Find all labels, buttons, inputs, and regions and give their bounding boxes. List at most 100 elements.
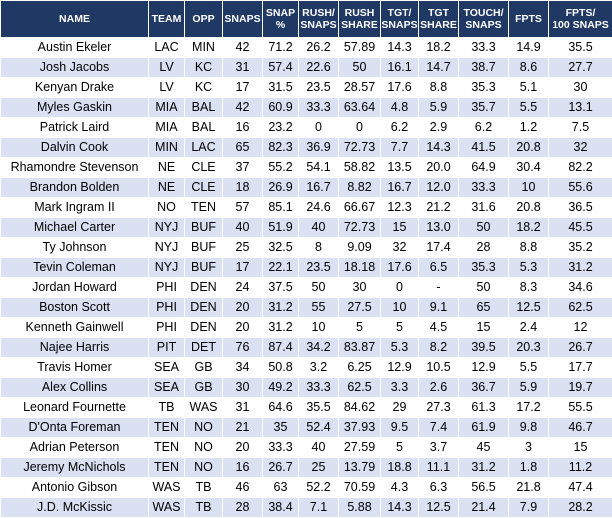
cell-fpts: 5.1 [509,78,549,98]
cell-opp: BAL [185,118,223,138]
cell-team: SEA [149,378,185,398]
cell-snap-pct: 38.4 [263,498,299,518]
column-header-rush-per-snaps: RUSH/SNAPS [299,1,339,38]
cell-opp: DEN [185,318,223,338]
cell-rush-per-snaps: 35.5 [299,398,339,418]
cell-rush-per-snaps: 22.6 [299,58,339,78]
cell-touch-per-snaps: 33.3 [459,178,509,198]
cell-team: LAC [149,38,185,58]
cell-opp: KC [185,58,223,78]
cell-tgt-per-snaps: 3.3 [381,378,419,398]
cell-rush-per-snaps: 7.1 [299,498,339,518]
cell-tgt-per-snaps: 9.5 [381,418,419,438]
cell-fpts: 14.9 [509,38,549,58]
cell-fpts: 5.5 [509,98,549,118]
cell-fpts-per-100-snaps: 32 [549,138,612,158]
cell-snap-pct: 26.9 [263,178,299,198]
cell-touch-per-snaps: 6.2 [459,118,509,138]
cell-fpts: 1.2 [509,118,549,138]
cell-snap-pct: 31.2 [263,298,299,318]
cell-opp: WAS [185,398,223,418]
cell-tgt-per-snaps: 5.3 [381,338,419,358]
cell-opp: NO [185,438,223,458]
cell-snaps: 20 [223,438,263,458]
cell-opp: LAC [185,138,223,158]
cell-team: TEN [149,458,185,478]
cell-snap-pct: 49.2 [263,378,299,398]
cell-fpts-per-100-snaps: 17.7 [549,358,612,378]
cell-rush-per-snaps: 25 [299,458,339,478]
cell-tgt-share: 8.8 [419,78,459,98]
cell-opp: NO [185,418,223,438]
cell-name: Ty Johnson [1,238,149,258]
cell-snaps: 17 [223,258,263,278]
cell-snap-pct: 57.4 [263,58,299,78]
cell-touch-per-snaps: 33.3 [459,38,509,58]
cell-tgt-share: 18.2 [419,38,459,58]
cell-name: Jordan Howard [1,278,149,298]
cell-rush-per-snaps: 26.2 [299,38,339,58]
cell-tgt-share: 8.2 [419,338,459,358]
cell-tgt-per-snaps: 29 [381,398,419,418]
cell-snap-pct: 60.9 [263,98,299,118]
cell-name: Myles Gaskin [1,98,149,118]
cell-fpts: 8.6 [509,58,549,78]
cell-fpts: 18.2 [509,218,549,238]
column-header-opp: OPP [185,1,223,38]
column-header-fpts: FPTS [509,1,549,38]
cell-opp: DEN [185,298,223,318]
cell-team: TEN [149,418,185,438]
cell-team: LV [149,58,185,78]
cell-fpts: 8.3 [509,278,549,298]
cell-name: Dalvin Cook [1,138,149,158]
cell-name: Josh Jacobs [1,58,149,78]
cell-rush-per-snaps: 54.1 [299,158,339,178]
cell-snap-pct: 33.3 [263,438,299,458]
cell-team: NYJ [149,218,185,238]
cell-tgt-per-snaps: 14.3 [381,38,419,58]
cell-touch-per-snaps: 36.7 [459,378,509,398]
column-header-fpts-per-100-snaps: FPTS/100 SNAPS [549,1,612,38]
cell-fpts-per-100-snaps: 55.5 [549,398,612,418]
cell-tgt-share: 21.2 [419,198,459,218]
cell-rush-per-snaps: 40 [299,218,339,238]
cell-rush-per-snaps: 16.7 [299,178,339,198]
cell-opp: MIN [185,38,223,58]
cell-touch-per-snaps: 50 [459,278,509,298]
cell-snap-pct: 63 [263,478,299,498]
cell-name: D'Onta Foreman [1,418,149,438]
cell-tgt-share: 17.4 [419,238,459,258]
cell-tgt-share: 3.7 [419,438,459,458]
cell-snaps: 21 [223,418,263,438]
cell-rush-share: 27.59 [339,438,381,458]
cell-fpts: 20.8 [509,198,549,218]
cell-rush-per-snaps: 0 [299,118,339,138]
cell-tgt-share: 11.1 [419,458,459,478]
cell-tgt-per-snaps: 7.7 [381,138,419,158]
cell-fpts: 20.3 [509,338,549,358]
cell-touch-per-snaps: 12.9 [459,358,509,378]
cell-tgt-per-snaps: 16.7 [381,178,419,198]
cell-touch-per-snaps: 56.5 [459,478,509,498]
cell-fpts: 2.4 [509,318,549,338]
cell-touch-per-snaps: 38.7 [459,58,509,78]
cell-rush-per-snaps: 8 [299,238,339,258]
cell-touch-per-snaps: 50 [459,218,509,238]
cell-rush-per-snaps: 36.9 [299,138,339,158]
cell-name: Antonio Gibson [1,478,149,498]
cell-rush-per-snaps: 52.2 [299,478,339,498]
cell-opp: GB [185,378,223,398]
cell-snap-pct: 31.2 [263,318,299,338]
cell-snaps: 42 [223,98,263,118]
